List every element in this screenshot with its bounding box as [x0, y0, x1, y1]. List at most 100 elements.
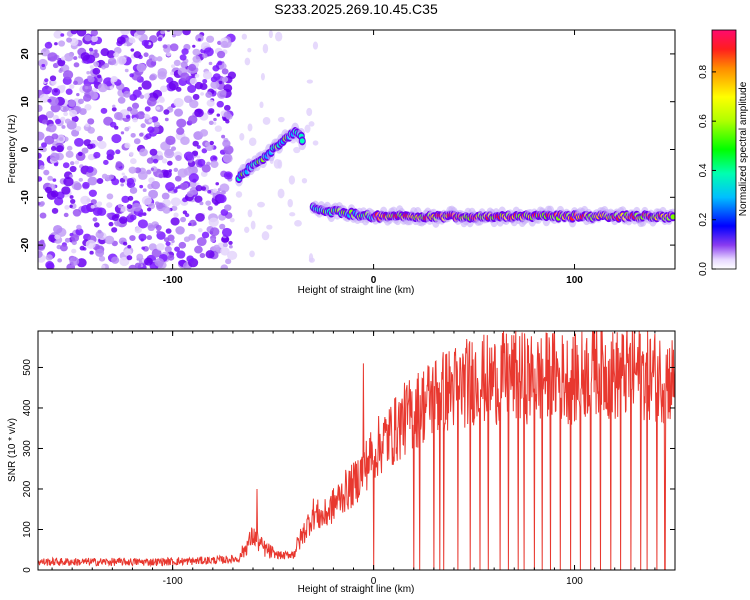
noise-blob: [141, 246, 146, 250]
noise-blob: [173, 59, 181, 67]
noise-blob: [38, 250, 43, 259]
noise-blob: [120, 205, 127, 212]
noise-blob: [219, 183, 230, 193]
noise-blob: [222, 242, 228, 248]
noise-blob: [199, 252, 206, 259]
y-tick-label: -10: [20, 190, 31, 205]
noise-blob: [38, 201, 41, 206]
noise-blob: [146, 157, 154, 164]
y-tick-label: 200: [22, 480, 33, 497]
noise-blob: [153, 121, 161, 128]
noise-blob: [64, 237, 71, 243]
noise-blob: [113, 111, 123, 121]
noise-blob: [220, 247, 230, 256]
noise-blob: [176, 118, 187, 128]
noise-blob: [171, 205, 178, 211]
noise-blob: [225, 119, 230, 124]
noise-blob: [83, 94, 92, 102]
noise-blob: [294, 220, 302, 227]
noise-blob: [96, 135, 104, 142]
noise-blob: [148, 189, 159, 199]
noise-blob: [64, 118, 71, 124]
noise-blob: [248, 137, 257, 147]
noise-blob: [202, 71, 213, 80]
noise-blob: [93, 61, 100, 67]
noise-blob: [63, 212, 69, 218]
noise-blob: [75, 125, 82, 132]
snr-y-ticks: 0 100 200 300 400 500: [22, 359, 675, 573]
noise-blob: [44, 78, 49, 83]
noise-blob: [210, 237, 216, 243]
noise-blob: [41, 142, 48, 148]
noise-blob: [69, 165, 77, 173]
noise-blob: [259, 101, 264, 109]
noise-blob: [214, 125, 222, 132]
noise-blob: [205, 200, 212, 206]
noise-blob: [161, 158, 168, 164]
noise-blob: [111, 256, 120, 264]
x-tick-label: 0: [371, 275, 377, 286]
noise-blob: [221, 134, 226, 139]
noise-blob: [183, 236, 191, 243]
noise-blob: [170, 71, 175, 76]
noise-blob: [77, 98, 84, 105]
noise-blob: [62, 106, 67, 111]
snr-x-label: Height of straight line (km): [298, 584, 415, 595]
noise-blob: [129, 214, 137, 221]
noise-blob: [111, 214, 119, 222]
noise-blob: [308, 121, 315, 127]
noise-blob: [223, 84, 233, 93]
noise-blob: [108, 221, 114, 227]
noise-blob: [129, 151, 134, 156]
noise-blob: [155, 224, 162, 231]
noise-blob: [94, 49, 98, 53]
noise-blob: [104, 235, 115, 245]
noise-blob: [208, 108, 215, 114]
noise-blob: [71, 115, 79, 123]
noise-blob: [213, 117, 217, 122]
noise-blob: [156, 229, 161, 235]
noise-blob: [202, 79, 208, 84]
noise-blob: [210, 155, 218, 163]
colorbar-tick-label: 0.8: [698, 64, 709, 78]
noise-blob: [109, 86, 114, 90]
noise-blob: [74, 160, 80, 165]
noise-blob: [38, 146, 45, 152]
noise-blob: [69, 174, 74, 178]
noise-blob: [73, 182, 82, 191]
noise-blob: [136, 30, 146, 35]
noise-blob: [80, 204, 91, 214]
noise-blob: [167, 254, 175, 261]
spectrogram-y-label: Frequency (Hz): [7, 115, 18, 184]
noise-blob: [173, 108, 184, 117]
noise-blob: [45, 126, 51, 132]
noise-blob: [216, 113, 221, 117]
noise-blob: [209, 227, 220, 237]
noise-blob: [85, 123, 90, 127]
ridge-core: [670, 214, 675, 220]
noise-blob: [59, 84, 66, 90]
noise-blob: [205, 250, 215, 259]
noise-blob: [129, 235, 136, 241]
noise-blob: [179, 54, 187, 61]
noise-blob: [192, 178, 197, 183]
noise-blob: [60, 116, 66, 122]
noise-blob: [93, 222, 100, 228]
noise-blob: [165, 135, 176, 146]
noise-blob: [221, 235, 229, 244]
noise-blob: [39, 201, 45, 206]
noise-blob: [58, 69, 63, 73]
noise-blob: [123, 241, 128, 246]
noise-blob: [201, 164, 211, 173]
noise-blob: [212, 121, 217, 125]
noise-blob: [118, 216, 128, 224]
noise-blob: [55, 118, 62, 125]
noise-blob: [50, 79, 57, 85]
noise-blob: [84, 86, 89, 90]
noise-blob: [126, 204, 133, 209]
noise-blob: [103, 159, 109, 165]
noise-blob: [63, 111, 69, 117]
noise-blob: [48, 234, 57, 243]
noise-blob: [182, 30, 191, 36]
noise-blob: [156, 243, 165, 251]
